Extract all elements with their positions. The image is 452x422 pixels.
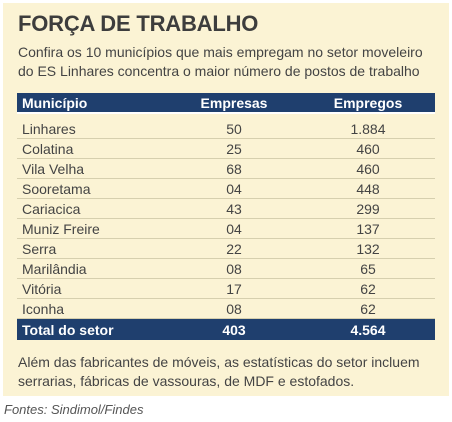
cell-empregos: 299 [356,200,380,217]
page-title: FORÇA DE TRABALHO [18,11,259,36]
cell-municipio: Colatina [22,140,74,157]
cell-empresas: 08 [226,300,242,317]
cell-empregos: 460 [356,160,380,177]
cell-empregos: 460 [356,140,380,157]
table-row: Iconha 08 62 [17,299,435,319]
subtitle: Confira os 10 municípios que mais empreg… [18,44,423,79]
cell-empregos: 65 [360,260,376,277]
cell-municipio: Cariacica [22,200,81,217]
cell-municipio: Sooretama [22,180,91,197]
cell-empresas: 22 [226,240,242,257]
table-row: Marilândia 08 65 [17,259,435,279]
cell-empresas: 17 [226,280,242,297]
table-row: Serra 22 132 [17,239,435,259]
cell-municipio: Muniz Freire [22,220,100,237]
source-caption: Fontes: Sindimol/Findes [4,402,144,417]
cell-empresas: 50 [226,120,242,137]
data-table: Município Empresas Empregos Linhares 50 1.… [17,93,435,340]
cell-municipio: Vitória [22,280,62,297]
cell-empresas: 25 [226,140,242,157]
cell-municipio: Vila Velha [22,160,85,177]
table-row: Sooretama 04 448 [17,179,435,199]
cell-municipio: Marilândia [22,260,87,277]
table-row: Colatina 25 460 [17,139,435,159]
cell-empresas: 43 [226,200,242,217]
table-row: Vila Velha 68 460 [17,159,435,179]
cell-municipio: Iconha [22,300,65,317]
cell-empregos: 62 [360,300,376,317]
cell-empresas: 04 [226,220,242,237]
infographic-card: FORÇA DE TRABALHO Confira os 10 municípi… [3,3,449,396]
cell-empregos: 137 [356,220,380,237]
cell-empresas: 08 [226,260,242,277]
table-row: Cariacica 43 299 [17,199,435,219]
cell-municipio: Serra [22,240,57,257]
table-total-row: Total do setor 403 4.564 [17,319,435,340]
total-empregos: 4.564 [350,321,386,338]
cell-empregos: 448 [356,180,380,197]
header-municipio: Município [22,94,88,111]
table-body: Linhares 50 1.884 Colatina 25 460 Vila Velha 68… [17,114,435,319]
cell-empresas: 04 [226,180,242,197]
footnote: Além das fabricantes de móveis, as estat… [18,354,420,389]
table-row: Vitória 17 62 [17,279,435,299]
cell-municipio: Linhares [22,120,76,137]
cell-empresas: 68 [226,160,242,177]
cell-empregos: 132 [356,240,380,257]
header-empresas: Empresas [200,94,268,111]
total-label: Total do setor [22,321,114,338]
table-header: Município Empresas Empregos [17,93,435,114]
table-row: Linhares 50 1.884 [17,119,435,139]
table-row: Muniz Freire 04 137 [17,219,435,239]
total-empresas: 403 [222,321,246,338]
cell-empregos: 62 [360,280,376,297]
cell-empregos: 1.884 [350,120,386,137]
header-empregos: Empregos [333,94,403,111]
